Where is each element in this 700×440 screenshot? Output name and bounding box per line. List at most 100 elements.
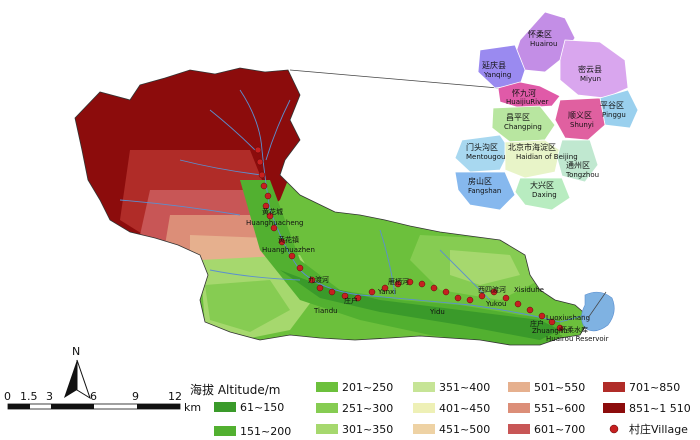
label-yidu-en: Yidu bbox=[429, 308, 445, 316]
district-label-pinggu-en: Pinggu bbox=[602, 111, 626, 119]
legend-label-12: 851~1 510 bbox=[629, 402, 691, 415]
district-haidian bbox=[504, 139, 561, 179]
village-marker bbox=[478, 292, 486, 300]
village-marker bbox=[381, 284, 389, 292]
village-marker bbox=[466, 296, 474, 304]
village-marker bbox=[288, 252, 296, 260]
label-yanqihe-zh: 雁栖河 bbox=[388, 277, 409, 286]
district-label-yanqing-zh: 延庆县 bbox=[482, 60, 506, 70]
legend-swatch-9 bbox=[508, 403, 530, 413]
village-markers bbox=[254, 146, 564, 332]
legend-title: 海拔 Altitude/m bbox=[190, 382, 280, 397]
village-marker bbox=[354, 294, 362, 302]
label-reservoir-en: Huairou Reservoir bbox=[546, 335, 609, 343]
label-yukou-en: Yukou bbox=[485, 300, 506, 308]
village-marker bbox=[538, 312, 546, 320]
legend-swatch-1 bbox=[214, 426, 236, 436]
village-marker bbox=[328, 288, 336, 296]
district-label-shunyi-zh: 顺义区 bbox=[568, 111, 592, 120]
legend-label-6: 401~450 bbox=[439, 402, 490, 415]
basin-boundary bbox=[74, 67, 591, 346]
district-label-tongzhou-en: Tongzhou bbox=[565, 171, 599, 179]
scale-tick-3: 6 bbox=[90, 390, 97, 403]
district-label-yanqing-en: Yanqing bbox=[483, 71, 511, 79]
legend-swatch-10 bbox=[508, 424, 530, 434]
village-marker bbox=[254, 146, 262, 154]
label-luoxiushang-en: Luoxiushang bbox=[546, 314, 590, 322]
village-marker bbox=[514, 300, 522, 308]
label-yanxi-zh: 庄户 bbox=[344, 296, 358, 305]
district-label-huairou-en: Huairou bbox=[530, 40, 557, 48]
label-zhuanghu-zh: 庄户 bbox=[530, 319, 544, 328]
legend-swatch-3 bbox=[316, 403, 338, 413]
district-mentougou bbox=[454, 134, 511, 173]
village-marker bbox=[296, 264, 304, 272]
legend-swatch-5 bbox=[413, 382, 435, 392]
map-labels: 黄花城 Huanghuacheng 黄花镇 Huanghuazhen 九渡河 T… bbox=[246, 207, 609, 343]
district-huaijiu bbox=[497, 81, 561, 109]
legend-swatch-7 bbox=[413, 424, 435, 434]
label-zhuanghu-en: Zhuanghu bbox=[532, 327, 568, 335]
label-tiandu-zh: 九渡河 bbox=[308, 275, 329, 284]
village-marker bbox=[270, 224, 278, 232]
scale-tick-0: 0 bbox=[4, 390, 11, 403]
legend-swatch-6 bbox=[413, 403, 435, 413]
legend-label-3: 251~300 bbox=[342, 402, 393, 415]
district-label-tongzhou-zh: 通州区 bbox=[566, 160, 590, 170]
village-marker bbox=[341, 292, 349, 300]
label-reservoir-zh: 怀柔水库 bbox=[560, 325, 588, 334]
village-marker bbox=[526, 306, 534, 314]
legend-swatch-11 bbox=[603, 382, 625, 392]
village-marker bbox=[502, 294, 510, 302]
village-marker bbox=[430, 284, 438, 292]
scale-unit: km bbox=[184, 401, 201, 414]
scale-bar: 0 1.5 3 6 9 12 km bbox=[4, 390, 201, 414]
legend-label-0: 61~150 bbox=[240, 401, 284, 414]
label-xisiduhe-zh: 西四渡河 bbox=[478, 285, 506, 294]
village-marker bbox=[266, 212, 274, 220]
village-marker bbox=[264, 192, 272, 200]
village-marker bbox=[260, 182, 268, 190]
district-label-huaijiu-en: HuaijiuRiver bbox=[506, 98, 549, 106]
district-label-huairou-zh: 怀柔区 bbox=[528, 29, 552, 39]
legend-label-10: 601~700 bbox=[534, 423, 585, 436]
district-label-pinggu-zh: 平谷区 bbox=[600, 101, 624, 110]
district-label-changping-en: Changping bbox=[504, 123, 542, 131]
district-label-daxing-zh: 大兴区 bbox=[530, 180, 554, 190]
inset-connector-lines bbox=[289, 69, 607, 319]
district-tongzhou bbox=[556, 139, 599, 183]
label-huanghuacheng-en: Huanghuacheng bbox=[246, 219, 304, 227]
legend-swatch-12 bbox=[603, 403, 625, 413]
huairou-reservoir bbox=[581, 291, 615, 332]
label-huanghuacheng-zh: 黄花城 bbox=[262, 207, 283, 216]
legend-swatch-2 bbox=[316, 382, 338, 392]
district-label-mentougou-zh: 门头沟区 bbox=[466, 142, 498, 152]
village-marker bbox=[418, 280, 426, 288]
legend-label-9: 551~600 bbox=[534, 402, 585, 415]
village-marker bbox=[308, 276, 316, 284]
district-label-haidian-en: Haidian of Beijing bbox=[516, 153, 578, 161]
legend-label-11: 701~850 bbox=[629, 381, 680, 394]
north-arrow: N bbox=[64, 345, 91, 400]
district-label-shunyi-en: Shunyi bbox=[570, 121, 594, 129]
altitude-legend: 海拔 Altitude/m 61~150 151~200 201~250 251… bbox=[190, 381, 691, 438]
district-label-huaijiu-zh: 怀九河 bbox=[512, 88, 536, 98]
district-label-miyun-en: Miyun bbox=[580, 75, 601, 83]
district-label-fangshan-en: Fangshan bbox=[468, 187, 501, 195]
village-marker bbox=[394, 280, 402, 288]
village-marker bbox=[548, 318, 556, 326]
village-marker bbox=[262, 202, 270, 210]
village-marker bbox=[556, 324, 564, 332]
legend-label-4: 301~350 bbox=[342, 423, 393, 436]
legend-village-symbol bbox=[609, 424, 619, 434]
north-label: N bbox=[72, 345, 80, 358]
district-label-miyun-zh: 密云县 bbox=[578, 64, 602, 74]
river-network bbox=[119, 89, 586, 323]
village-marker bbox=[490, 288, 498, 296]
village-marker bbox=[256, 158, 264, 166]
village-marker bbox=[442, 288, 450, 296]
beijing-inset-map bbox=[454, 11, 639, 211]
district-daxing bbox=[514, 177, 571, 211]
district-label-fangshan-zh: 房山区 bbox=[468, 176, 492, 186]
